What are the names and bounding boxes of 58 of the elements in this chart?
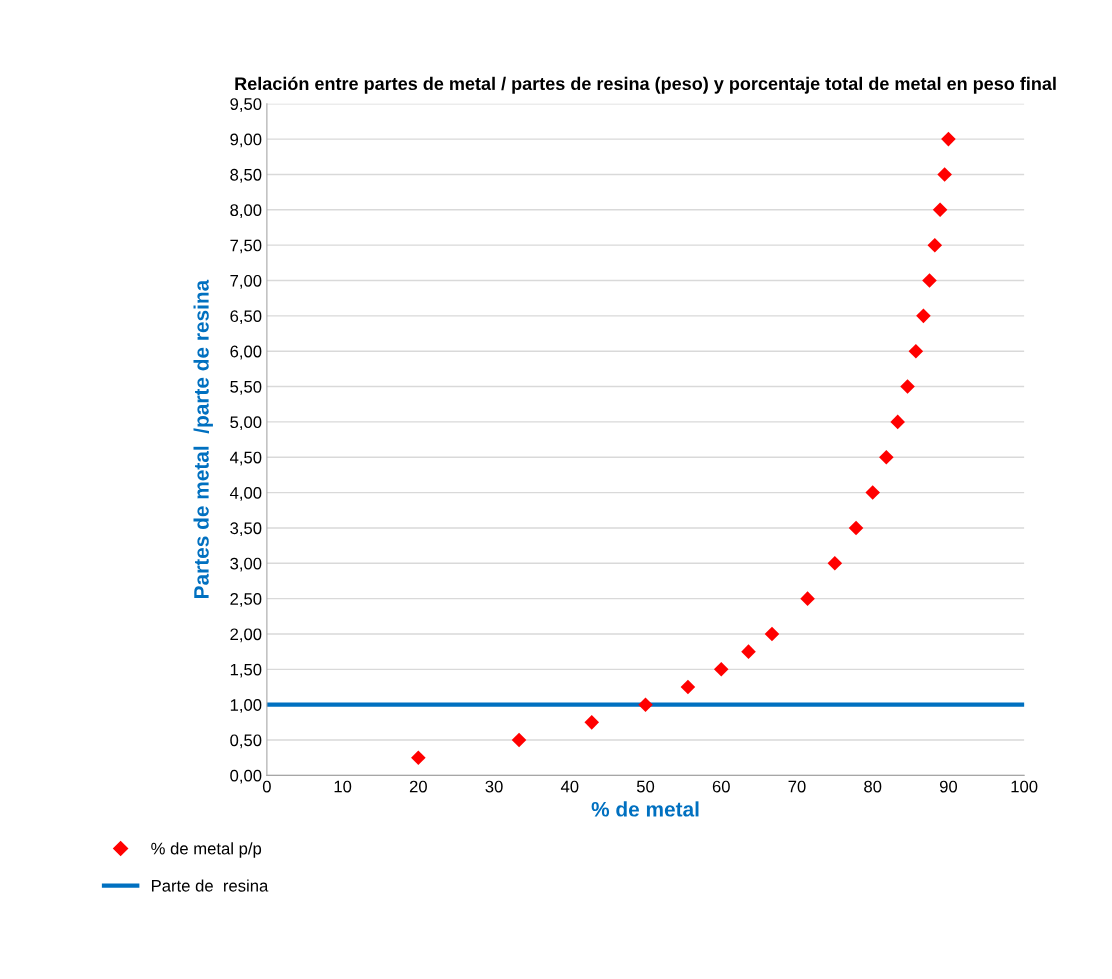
y-tick-label: 8,00 [230,204,262,218]
y-tick-label: 3,00 [230,557,262,572]
y-axis-title: Partes de metal /parte de resina [193,279,213,598]
y-tick-label: 2,50 [230,593,262,607]
x-tick-label: 50 [636,780,655,793]
x-tick-label: 10 [334,780,352,793]
point [916,308,931,324]
y-tick-label: 6,00 [230,345,262,360]
y-tick-label: 5,00 [230,416,262,431]
point [511,732,527,748]
y-tick-label: 4,50 [229,451,262,466]
y-tick-label: 0,50 [230,734,262,749]
point [584,715,600,730]
x-tick-label: 0 [262,780,271,793]
point [865,485,880,500]
point [937,167,952,182]
point [411,750,426,765]
x-tick-label: 40 [560,780,579,793]
x-tick-label: 100 [1011,780,1038,793]
y-tick-label: 1,00 [230,699,262,713]
y-tick-label: 4,00 [229,486,262,501]
y-tick-label: 9,50 [230,98,262,112]
point [927,237,943,253]
point [890,414,905,430]
point [879,449,894,465]
x-tick-label: 80 [864,780,882,793]
y-tick-label: 7,50 [230,239,262,254]
point [713,662,729,677]
legend-label: Parte de resina [151,879,269,892]
point [800,591,815,606]
x-tick-label: 70 [788,780,806,793]
y-tick-label: 7,00 [230,274,262,289]
point [900,379,915,394]
point [941,131,956,147]
point [848,520,864,536]
y-tick-label: 9,00 [230,133,262,148]
point [922,273,937,288]
y-tick-label: 3,50 [230,522,262,537]
y-tick-label: 1,50 [230,663,262,678]
y-tick-label: 0,00 [230,769,262,784]
chart-title: Relación entre partes de metal / partes de resina (peso) y porcentaje total de metal en peso final [235,76,1056,94]
x-tick-label: 30 [485,780,503,793]
point [908,343,924,359]
x-axis-title: % de metal [591,801,699,817]
legend-label: % de metal p/p [151,842,262,858]
y-tick-label: 5,50 [230,380,262,395]
x-tick-label: 20 [409,780,427,793]
y-tick-label: 8,50 [230,168,262,183]
y-tick-label: 2,00 [230,628,262,643]
x-tick-label: 90 [939,780,958,793]
y-tick-label: 6,50 [230,310,262,325]
point [764,626,780,642]
point [741,644,756,659]
point [932,202,948,218]
point [827,556,843,571]
point [680,679,696,695]
point [638,697,653,712]
x-tick-label: 60 [712,780,730,793]
